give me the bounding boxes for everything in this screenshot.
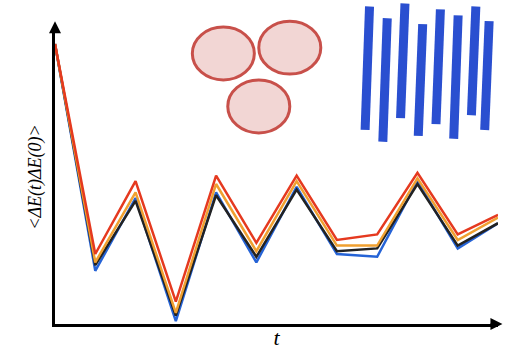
svg-text:<ΔE(t)ΔE(0)>: <ΔE(t)ΔE(0)>	[25, 124, 46, 229]
svg-text:t: t	[273, 325, 280, 350]
